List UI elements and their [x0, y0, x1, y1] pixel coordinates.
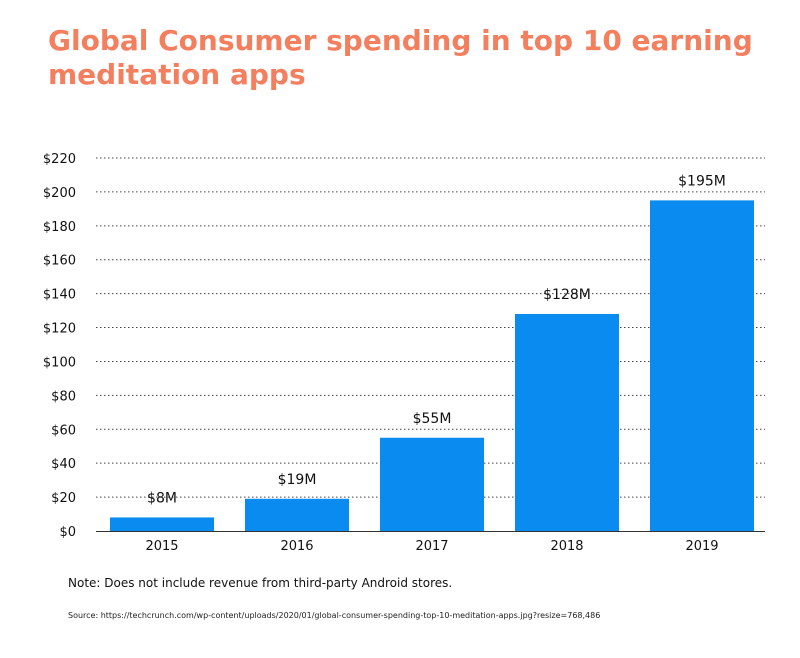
y-tick-label: $80: [51, 389, 76, 404]
chart-note: Note: Does not include revenue from thir…: [68, 576, 453, 590]
bar-value-label: $128M: [543, 287, 591, 303]
bar-2016: [245, 498, 349, 531]
bar-2015: [110, 517, 214, 531]
y-tick-label: $140: [43, 288, 76, 303]
x-tick-label: 2015: [145, 539, 178, 554]
y-axis-tick-labels: $0 $20 $40 $60 $80 $100 $120 $140 $160 $180 $200 $2…: [43, 152, 76, 540]
bar-value-label: $19M: [278, 472, 317, 488]
bar-value-label: $8M: [147, 490, 177, 506]
bar-2018: [515, 313, 619, 531]
y-tick-label: $120: [43, 322, 76, 337]
x-axis-tick-labels: 2015 2016 2017 2018 2019: [145, 539, 718, 554]
y-tick-label: $200: [43, 186, 76, 201]
bar-2019: [650, 200, 754, 532]
y-tick-label: $20: [51, 491, 76, 506]
x-tick-label: 2018: [550, 539, 583, 554]
y-tick-label: $0: [59, 525, 76, 540]
y-tick-label: $220: [43, 152, 76, 167]
x-tick-label: 2016: [280, 539, 313, 554]
y-tick-label: $160: [43, 254, 76, 269]
x-tick-label: 2017: [415, 539, 448, 554]
bar-2017: [380, 437, 484, 531]
chart-source: Source: https://techcrunch.com/wp-conten…: [68, 611, 601, 620]
bar-value-label: $195M: [678, 173, 726, 189]
y-tick-label: $40: [51, 457, 76, 472]
y-tick-label: $60: [51, 423, 76, 438]
x-tick-label: 2019: [685, 539, 718, 554]
bar-value-label: $55M: [413, 411, 452, 427]
y-tick-label: $180: [43, 220, 76, 235]
y-tick-label: $100: [43, 355, 76, 370]
bar-value-labels: $8M $19M $55M $128M $195M: [147, 173, 726, 506]
bars: [110, 200, 754, 532]
chart-title: Global Consumer spending in top 10 earni…: [48, 24, 753, 91]
bar-chart: $0 $20 $40 $60 $80 $100 $120 $140 $160 $180 $200 $2…: [43, 152, 765, 554]
